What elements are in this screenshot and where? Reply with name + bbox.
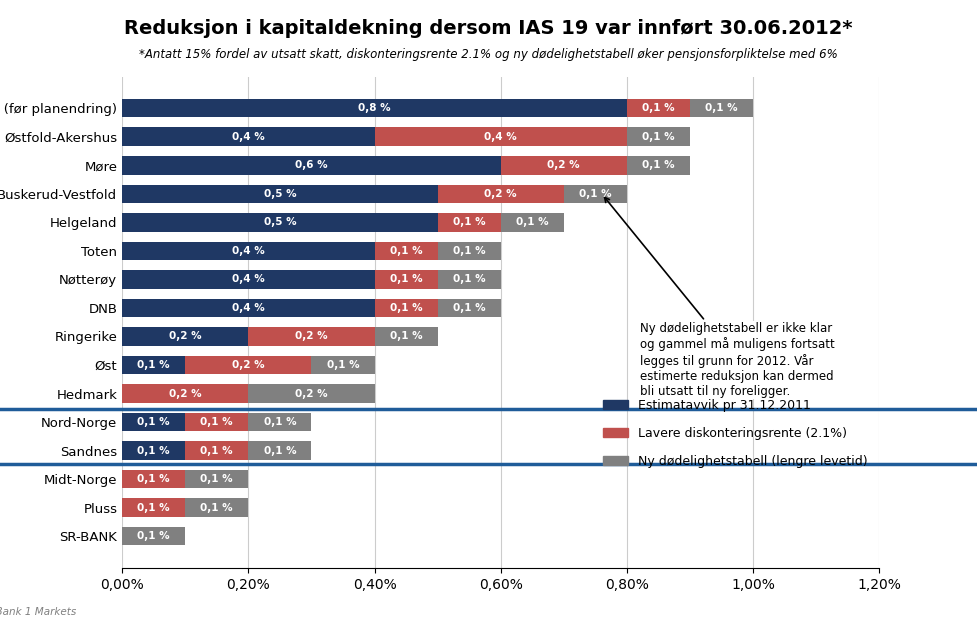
Text: 0,1 %: 0,1 % [200, 417, 234, 427]
Text: 0,1 %: 0,1 % [138, 474, 170, 484]
Text: 0,1 %: 0,1 % [453, 303, 486, 313]
Text: 0,1 %: 0,1 % [390, 246, 422, 256]
Bar [438, 213, 501, 232]
Bar [438, 242, 501, 260]
Bar [122, 99, 627, 117]
Text: 0,1 %: 0,1 % [200, 503, 234, 513]
Text: 0,1 %: 0,1 % [579, 189, 612, 199]
Text: 0,1 %: 0,1 % [138, 531, 170, 541]
Text: 0,5 %: 0,5 % [264, 218, 296, 227]
Bar [627, 99, 690, 117]
Bar [438, 184, 564, 203]
Text: 0,1 %: 0,1 % [453, 218, 486, 227]
Bar [122, 213, 438, 232]
Text: 0,1 %: 0,1 % [642, 160, 675, 170]
Text: 0,1 %: 0,1 % [390, 332, 422, 341]
Text: 0,6 %: 0,6 % [295, 160, 327, 170]
Text: Reduksjon i kapitaldekning dersom IAS 19 var innført 30.06.2012*: Reduksjon i kapitaldekning dersom IAS 19… [124, 19, 853, 38]
Bar [248, 384, 374, 403]
Text: 0,1 %: 0,1 % [200, 445, 234, 456]
Text: 0,1 %: 0,1 % [326, 360, 360, 370]
Text: 0,2 %: 0,2 % [169, 389, 201, 399]
Text: 0,1 %: 0,1 % [264, 417, 296, 427]
Bar [122, 299, 374, 317]
Bar [122, 242, 374, 260]
Bar [122, 184, 438, 203]
Bar [122, 128, 374, 146]
Legend: Estimatavvik pr 31.12.2011, Lavere diskonteringsrente (2.1%), Ny dødelighetstabe: Estimatavvik pr 31.12.2011, Lavere disko… [599, 394, 873, 473]
Bar [186, 441, 248, 460]
Text: 0,1 %: 0,1 % [453, 274, 486, 285]
Bar [501, 156, 627, 175]
Bar [186, 498, 248, 517]
Text: 0,2 %: 0,2 % [295, 332, 327, 341]
Text: 0,1 %: 0,1 % [390, 274, 422, 285]
Bar [627, 128, 690, 146]
Bar [122, 356, 186, 375]
Bar [374, 128, 627, 146]
Bar [186, 356, 312, 375]
Text: 0,1 %: 0,1 % [390, 303, 422, 313]
Bar [122, 327, 248, 346]
Bar [438, 299, 501, 317]
Text: 0,2 %: 0,2 % [169, 332, 201, 341]
Text: 0,2 %: 0,2 % [232, 360, 265, 370]
Bar [374, 299, 438, 317]
Bar [122, 441, 186, 460]
Text: 0,1 %: 0,1 % [516, 218, 548, 227]
Text: 0,1 %: 0,1 % [138, 417, 170, 427]
Text: 0,2 %: 0,2 % [295, 389, 327, 399]
Bar [122, 527, 186, 545]
Bar [690, 99, 753, 117]
Bar [122, 413, 186, 431]
Text: 0,4 %: 0,4 % [485, 131, 517, 142]
Bar [374, 242, 438, 260]
Bar [122, 156, 501, 175]
Text: Ny dødelighetstabell er ikke klar
og gammel må muligens fortsatt
legges til grun: Ny dødelighetstabell er ikke klar og gam… [605, 197, 834, 397]
Bar [627, 156, 690, 175]
Bar [374, 327, 438, 346]
Text: 0,1 %: 0,1 % [138, 360, 170, 370]
Text: 0,4 %: 0,4 % [232, 303, 265, 313]
Text: 0,1 %: 0,1 % [642, 131, 675, 142]
Bar [564, 184, 627, 203]
Text: 0,4 %: 0,4 % [232, 274, 265, 285]
Bar [186, 470, 248, 489]
Text: 0,4 %: 0,4 % [232, 246, 265, 256]
Bar [248, 413, 312, 431]
Bar [501, 213, 564, 232]
Text: 0,1 %: 0,1 % [138, 445, 170, 456]
Text: 0,1 %: 0,1 % [138, 503, 170, 513]
Text: 0,1 %: 0,1 % [200, 474, 234, 484]
Text: Kilde: SpareBank 1 Markets: Kilde: SpareBank 1 Markets [0, 607, 76, 617]
Bar [248, 327, 374, 346]
Bar [122, 270, 374, 288]
Text: 0,2 %: 0,2 % [547, 160, 580, 170]
Text: 0,1 %: 0,1 % [453, 246, 486, 256]
Bar [186, 413, 248, 431]
Text: 0,1 %: 0,1 % [642, 103, 675, 113]
Text: 0,4 %: 0,4 % [232, 131, 265, 142]
Bar [248, 441, 312, 460]
Text: 0,2 %: 0,2 % [485, 189, 517, 199]
Bar [312, 356, 374, 375]
Text: 0,1 %: 0,1 % [264, 445, 296, 456]
Bar [122, 498, 186, 517]
Text: 0,8 %: 0,8 % [359, 103, 391, 113]
Text: *Antatt 15% fordel av utsatt skatt, diskonteringsrente 2.1% og ny dødelighetstab: *Antatt 15% fordel av utsatt skatt, disk… [139, 48, 838, 61]
Text: 0,1 %: 0,1 % [705, 103, 738, 113]
Bar [122, 470, 186, 489]
Text: 0,5 %: 0,5 % [264, 189, 296, 199]
Bar [374, 270, 438, 288]
Bar [438, 270, 501, 288]
Bar [122, 384, 248, 403]
